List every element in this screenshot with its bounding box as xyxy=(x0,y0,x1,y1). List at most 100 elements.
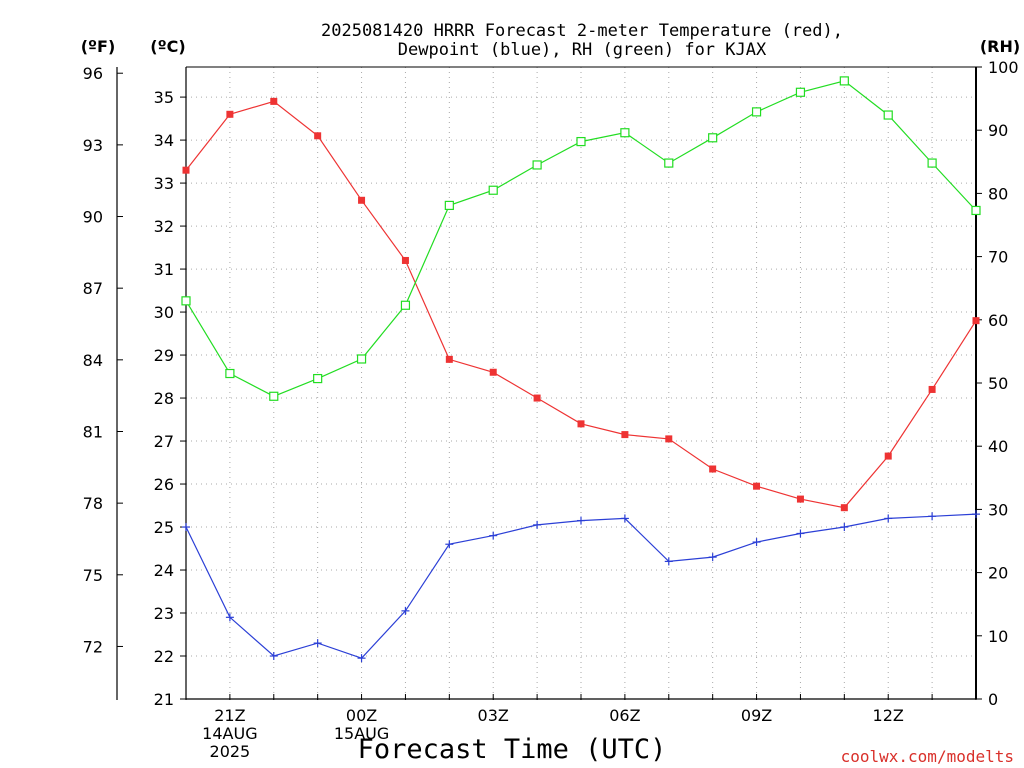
dewpoint-point xyxy=(752,538,761,547)
temperature-point xyxy=(621,431,629,439)
rh-point xyxy=(927,158,937,168)
temperature-point xyxy=(840,504,848,512)
rh-point xyxy=(708,133,718,143)
rh-point xyxy=(269,391,279,401)
series-layer xyxy=(181,76,981,663)
x-tick-label: 14AUG xyxy=(202,724,257,743)
rh-tick-label: 80 xyxy=(988,184,1008,203)
rh-point xyxy=(400,300,411,310)
dewpoint-point xyxy=(928,512,937,521)
x-tick-label: 03Z xyxy=(478,706,509,725)
celsius-tick-label: 33 xyxy=(154,174,174,193)
rh-tick-label: 60 xyxy=(988,311,1008,330)
rh-point xyxy=(313,373,323,384)
rh-tick-label: 70 xyxy=(988,248,1008,267)
temperature-point xyxy=(709,465,717,473)
celsius-tick-label: 30 xyxy=(154,303,174,322)
temperature-point xyxy=(972,317,980,325)
rh-tick-label: 50 xyxy=(988,374,1008,393)
x-tick-label: 09Z xyxy=(741,706,772,725)
dewpoint-point xyxy=(445,540,454,549)
rh-tick-label: 20 xyxy=(988,564,1008,583)
rh-point xyxy=(181,296,191,306)
rh-point xyxy=(795,87,806,97)
temperature-point xyxy=(796,495,804,503)
dewpoint-point xyxy=(620,514,629,523)
dewpoint-point xyxy=(401,606,410,615)
dewpoint-point xyxy=(577,516,585,525)
dewpoint-line xyxy=(185,513,977,659)
rh-point xyxy=(532,160,542,170)
temperature-point xyxy=(665,435,673,443)
temperature-point xyxy=(401,256,409,264)
rh-point xyxy=(576,136,586,147)
celsius-tick-label: 27 xyxy=(154,432,174,451)
fahrenheit-tick-label: 93 xyxy=(83,136,103,155)
x-tick-label: 12Z xyxy=(873,706,904,725)
celsius-unit-label: (ºC) xyxy=(150,37,185,56)
rh-line xyxy=(185,80,977,397)
rh-tick-label: 30 xyxy=(988,500,1008,519)
dewpoint-point xyxy=(664,557,673,566)
rh-tick-label: 0 xyxy=(988,690,998,709)
temperature-point xyxy=(928,385,936,393)
rh-point xyxy=(664,158,674,168)
rh-point xyxy=(620,128,630,138)
celsius-tick-label: 34 xyxy=(154,131,174,150)
fahrenheit-tick-label: 84 xyxy=(83,351,103,370)
dewpoint-point xyxy=(796,529,805,538)
x-tick-label: 06Z xyxy=(609,706,640,725)
x-tick-label: 15AUG xyxy=(334,724,389,743)
rh-point xyxy=(971,205,981,216)
rh-point xyxy=(839,76,849,86)
text-layer: 2025081420 HRRR Forecast 2-meter Tempera… xyxy=(81,21,1020,766)
rh-point xyxy=(356,354,367,364)
rh-unit-label: (RH) xyxy=(980,37,1020,56)
temperature-point xyxy=(226,110,234,118)
rh-point xyxy=(488,185,498,195)
celsius-tick-label: 32 xyxy=(154,217,174,236)
dewpoint-point xyxy=(972,510,980,519)
celsius-tick-label: 21 xyxy=(154,690,174,709)
temperature-point xyxy=(445,355,453,363)
x-axis-label: Forecast Time (UTC) xyxy=(358,734,667,765)
fahrenheit-unit-label: (ºF) xyxy=(81,37,116,56)
fahrenheit-tick-label: 87 xyxy=(83,279,103,298)
x-tick-label: 21Z xyxy=(214,706,245,725)
celsius-tick-label: 31 xyxy=(154,260,174,279)
celsius-tick-label: 29 xyxy=(154,346,174,365)
celsius-tick-label: 22 xyxy=(154,647,174,666)
rh-point xyxy=(444,200,454,211)
temperature-point xyxy=(314,132,322,140)
axes: 72 75 78 81 84 87 90 93 96 21 22 23 24 25 26 27 28 29 30 31… xyxy=(83,58,1019,761)
dewpoint-point xyxy=(225,613,234,622)
celsius-tick-label: 35 xyxy=(154,88,174,107)
fahrenheit-tick-label: 90 xyxy=(83,208,103,227)
rh-tick-label: 90 xyxy=(988,121,1008,140)
x-tick-label: 2025 xyxy=(210,742,251,761)
fahrenheit-tick-label: 78 xyxy=(83,494,103,513)
temperature-point xyxy=(753,482,761,490)
dewpoint-point xyxy=(533,520,542,529)
dewpoint-point xyxy=(182,523,190,532)
dewpoint-point xyxy=(489,531,498,540)
celsius-tick-label: 25 xyxy=(154,518,174,537)
temperature-point xyxy=(577,420,585,428)
grid-lines xyxy=(186,67,976,699)
fahrenheit-tick-label: 72 xyxy=(83,637,103,656)
rh-point xyxy=(225,368,235,379)
celsius-tick-label: 28 xyxy=(154,389,174,408)
temperature-point xyxy=(884,452,892,460)
temperature-point xyxy=(489,368,497,376)
fahrenheit-tick-label: 81 xyxy=(83,422,103,441)
chart-title: 2025081420 HRRR Forecast 2-meter Tempera… xyxy=(321,21,843,41)
rh-point xyxy=(883,110,893,120)
dewpoint-point xyxy=(708,553,717,562)
temperature-point xyxy=(182,166,190,174)
chart-subtitle: Dewpoint (blue), RH (green) for KJAX xyxy=(398,40,767,60)
dewpoint-point xyxy=(269,652,278,661)
rh-tick-label: 100 xyxy=(988,58,1019,77)
temperature-point xyxy=(358,196,366,204)
celsius-tick-label: 26 xyxy=(154,475,174,494)
